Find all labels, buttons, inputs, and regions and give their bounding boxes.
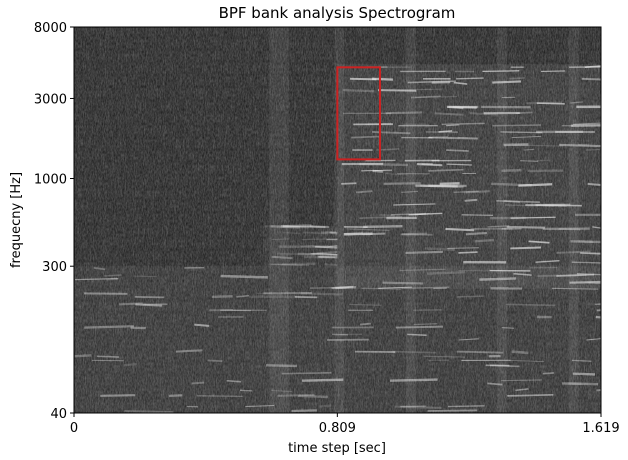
plot-area bbox=[74, 27, 601, 413]
x-tick-label: 0 bbox=[70, 421, 78, 436]
x-tick-label: 0.809 bbox=[319, 421, 356, 436]
y-tick-label: 300 bbox=[42, 260, 67, 275]
chart-title: BPF bank analysis Spectrogram bbox=[219, 4, 456, 22]
y-tick-label: 1000 bbox=[34, 172, 67, 187]
highlight-box bbox=[336, 66, 381, 161]
x-tick-label: 1.619 bbox=[582, 421, 619, 436]
x-axis-label: time step [sec] bbox=[288, 441, 386, 456]
y-axis-label: frequecny [Hz] bbox=[9, 172, 24, 268]
y-tick-label: 40 bbox=[50, 407, 67, 422]
y-tick-label: 3000 bbox=[34, 92, 67, 107]
y-tick-label: 8000 bbox=[34, 21, 67, 36]
x-axis: 0 0.809 1.619 bbox=[70, 413, 620, 436]
y-axis: 40 300 1000 3000 8000 bbox=[34, 21, 74, 422]
